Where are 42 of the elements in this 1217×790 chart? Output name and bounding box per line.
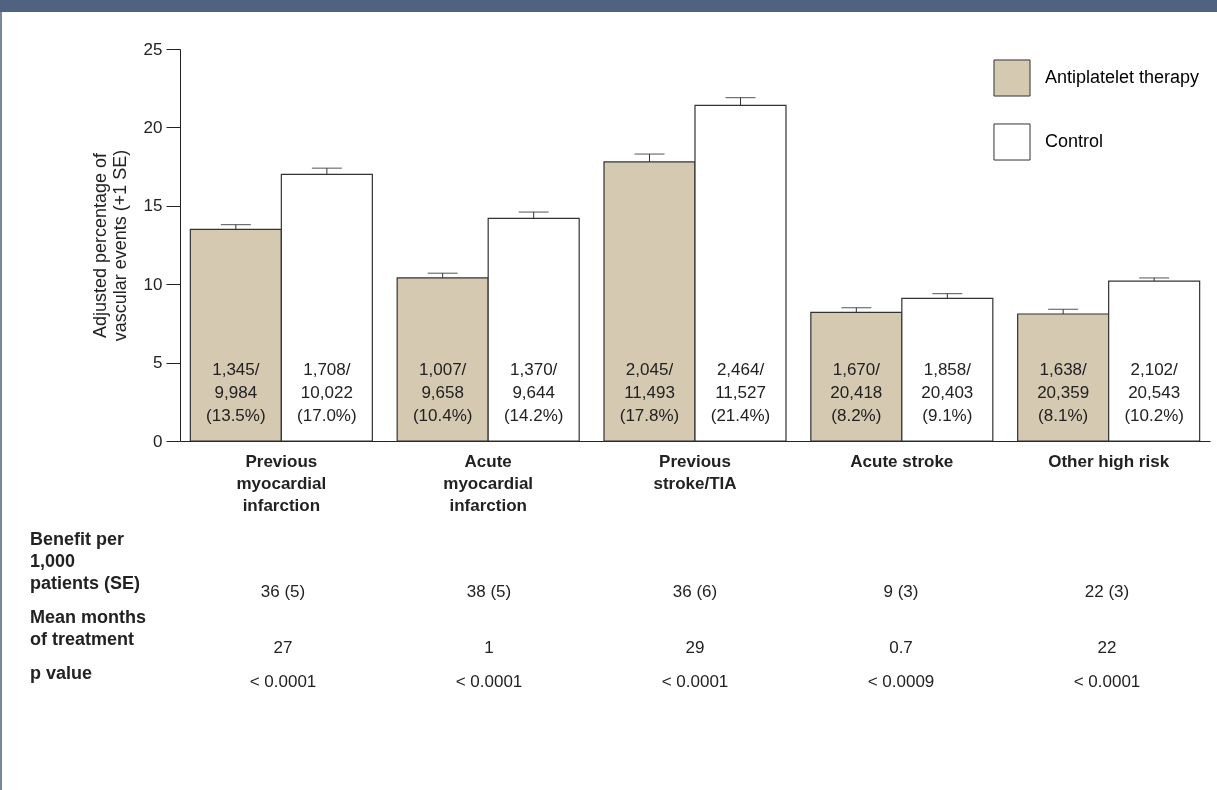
text: 36 (6) (672, 582, 718, 601)
data-label: 1,638/ 20,359 (8.1%) (1037, 360, 1090, 425)
text: 29 (685, 638, 705, 657)
text: < 0.0001 (1073, 672, 1141, 691)
data-label: 1,670/ 20,418 (8.2%) (830, 360, 883, 425)
data-label: 1,708/ 10,022 (17.0%) (297, 360, 357, 425)
data-label: 1,345/ 9,984 (13.5%) (206, 360, 266, 425)
x-tick-label: Previous stroke/TIA (653, 451, 737, 493)
text: < 0.0001 (661, 672, 729, 691)
x-tick-label: Acute myocardial infarction (443, 451, 534, 515)
text: 36 (5) (260, 582, 306, 601)
y-tick-label: 5 (153, 353, 163, 373)
text: 22 (3) (1084, 582, 1130, 601)
data-label: 1,007/ 9,658 (10.4%) (412, 360, 473, 425)
text: Mean months of treatment (30, 607, 147, 649)
text: 1 (484, 638, 494, 657)
y-axis-title: Adjusted percentage of vascular events (+1 SE) (89, 149, 130, 342)
text: < 0.0001 (249, 672, 317, 691)
text: 27 (273, 638, 293, 657)
text: Benefit per 1,000 patients (SE) (30, 529, 141, 593)
y-tick-label: 0 (153, 431, 163, 451)
x-tick-label: Previous myocardial infarction (236, 451, 327, 515)
text: 22 (1097, 638, 1117, 657)
text: < 0.0001 (455, 672, 523, 691)
legend-label: Control (1045, 131, 1104, 151)
text: < 0.0009 (867, 672, 935, 691)
x-tick-label: Acute stroke (850, 451, 954, 471)
text: p value (30, 663, 93, 683)
x-tick-label: Other high risk (1048, 451, 1170, 471)
data-label: 2,045/ 11,493 (17.8%) (619, 360, 680, 425)
y-tick-label: 15 (143, 196, 163, 216)
y-tick-label: 20 (143, 117, 163, 137)
data-label: 2,464/ 11,527 (21.4%) (710, 360, 771, 425)
text: 9 (3) (883, 582, 919, 601)
text: 0.7 (889, 638, 913, 657)
text: 38 (5) (466, 582, 512, 601)
y-tick-label: 10 (143, 274, 163, 294)
data-label: 1,858/ 20,403 (9.1%) (921, 360, 974, 425)
legend-label: Antiplatelet therapy (1045, 67, 1200, 87)
data-label: 1,370/ 9,644 (14.2%) (503, 360, 564, 425)
y-tick-label: 25 (143, 39, 163, 59)
data-label: 2,102/ 20,543 (10.2%) (1124, 360, 1184, 425)
